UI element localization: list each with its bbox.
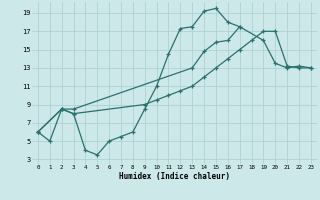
X-axis label: Humidex (Indice chaleur): Humidex (Indice chaleur) xyxy=(119,172,230,181)
